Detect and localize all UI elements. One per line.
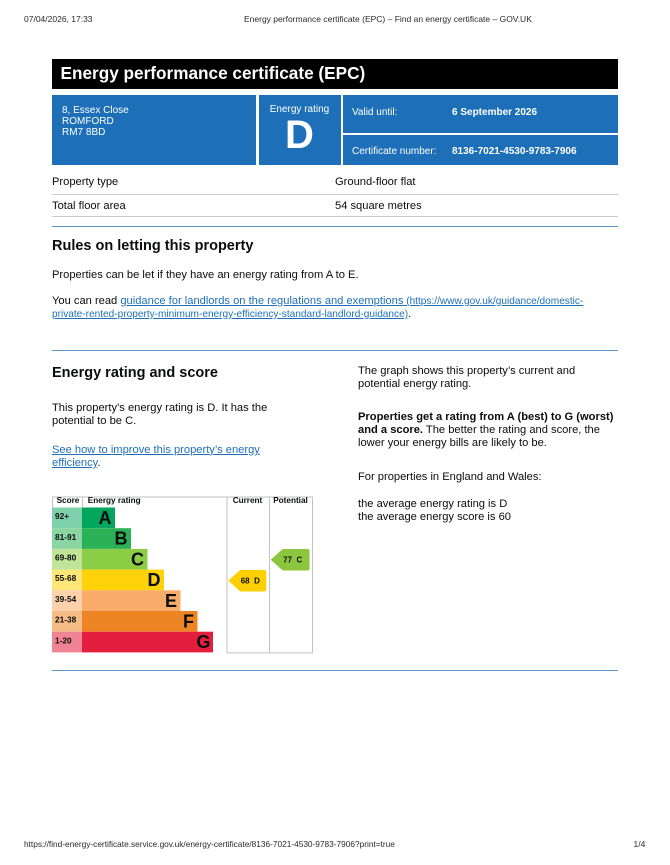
svg-text:G: G xyxy=(196,632,210,652)
svg-text:68 D: 68 D xyxy=(241,577,260,586)
svg-text:Potential: Potential xyxy=(273,496,308,505)
svg-text:Current: Current xyxy=(233,496,263,505)
svg-text:39-54: 39-54 xyxy=(55,594,77,604)
svg-text:81-91: 81-91 xyxy=(55,532,77,542)
svg-text:69-80: 69-80 xyxy=(55,553,77,563)
svg-text:C: C xyxy=(131,549,144,569)
svg-text:D: D xyxy=(148,570,161,590)
svg-text:21-38: 21-38 xyxy=(55,615,77,625)
svg-text:77 C: 77 C xyxy=(283,555,302,564)
svg-text:55-68: 55-68 xyxy=(55,573,77,583)
svg-text:E: E xyxy=(165,591,177,611)
svg-text:A: A xyxy=(99,508,112,528)
svg-text:Energy rating: Energy rating xyxy=(88,496,141,505)
svg-text:F: F xyxy=(183,612,194,632)
svg-text:92+: 92+ xyxy=(55,511,69,521)
svg-text:B: B xyxy=(115,529,128,549)
svg-text:1-20: 1-20 xyxy=(55,635,72,645)
svg-text:Score: Score xyxy=(57,496,80,505)
